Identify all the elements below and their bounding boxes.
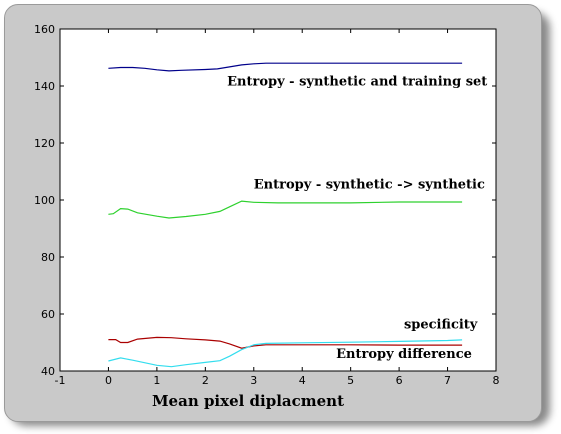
y-tick-label: 40 xyxy=(41,365,55,378)
x-tick-label: 6 xyxy=(396,374,403,387)
x-tick-label: 8 xyxy=(493,374,500,387)
series-line-4 xyxy=(108,339,463,368)
x-tick-label: 4 xyxy=(299,374,306,387)
series-line-3 xyxy=(108,336,463,349)
y-tick-label: 80 xyxy=(41,251,55,264)
series-line-2 xyxy=(108,200,463,219)
series-line-1 xyxy=(108,62,463,72)
x-tick-label: 0 xyxy=(105,374,112,387)
x-axis-label: Mean pixel diplacment xyxy=(152,392,344,410)
x-tick-label: 3 xyxy=(250,374,257,387)
y-tick-label: 60 xyxy=(41,308,55,321)
x-tick-label: 5 xyxy=(347,374,354,387)
plot-area xyxy=(59,28,497,372)
annotation-label: Entropy - synthetic and training set xyxy=(227,75,487,90)
axes: -1 0 1 2 3 4 5 6 7 8 40 60 80 100 120 140 160 xyxy=(34,23,500,387)
annotation-label: specificity xyxy=(404,317,478,332)
annotation-label: Entropy difference xyxy=(336,347,472,362)
y-tick-label: 140 xyxy=(34,80,55,93)
x-tick-label: 1 xyxy=(153,374,160,387)
y-tick-label: 100 xyxy=(34,194,55,207)
x-tick-label: -1 xyxy=(55,374,66,387)
y-tick-label: 160 xyxy=(34,23,55,36)
y-tick-label: 120 xyxy=(34,137,55,150)
x-tick-label: 7 xyxy=(444,374,451,387)
annotation-label: Entropy - synthetic -> synthetic xyxy=(254,178,485,193)
x-tick-label: 2 xyxy=(202,374,209,387)
series-lines xyxy=(108,62,463,368)
annotations: Entropy - synthetic and training set Entr… xyxy=(227,75,487,362)
